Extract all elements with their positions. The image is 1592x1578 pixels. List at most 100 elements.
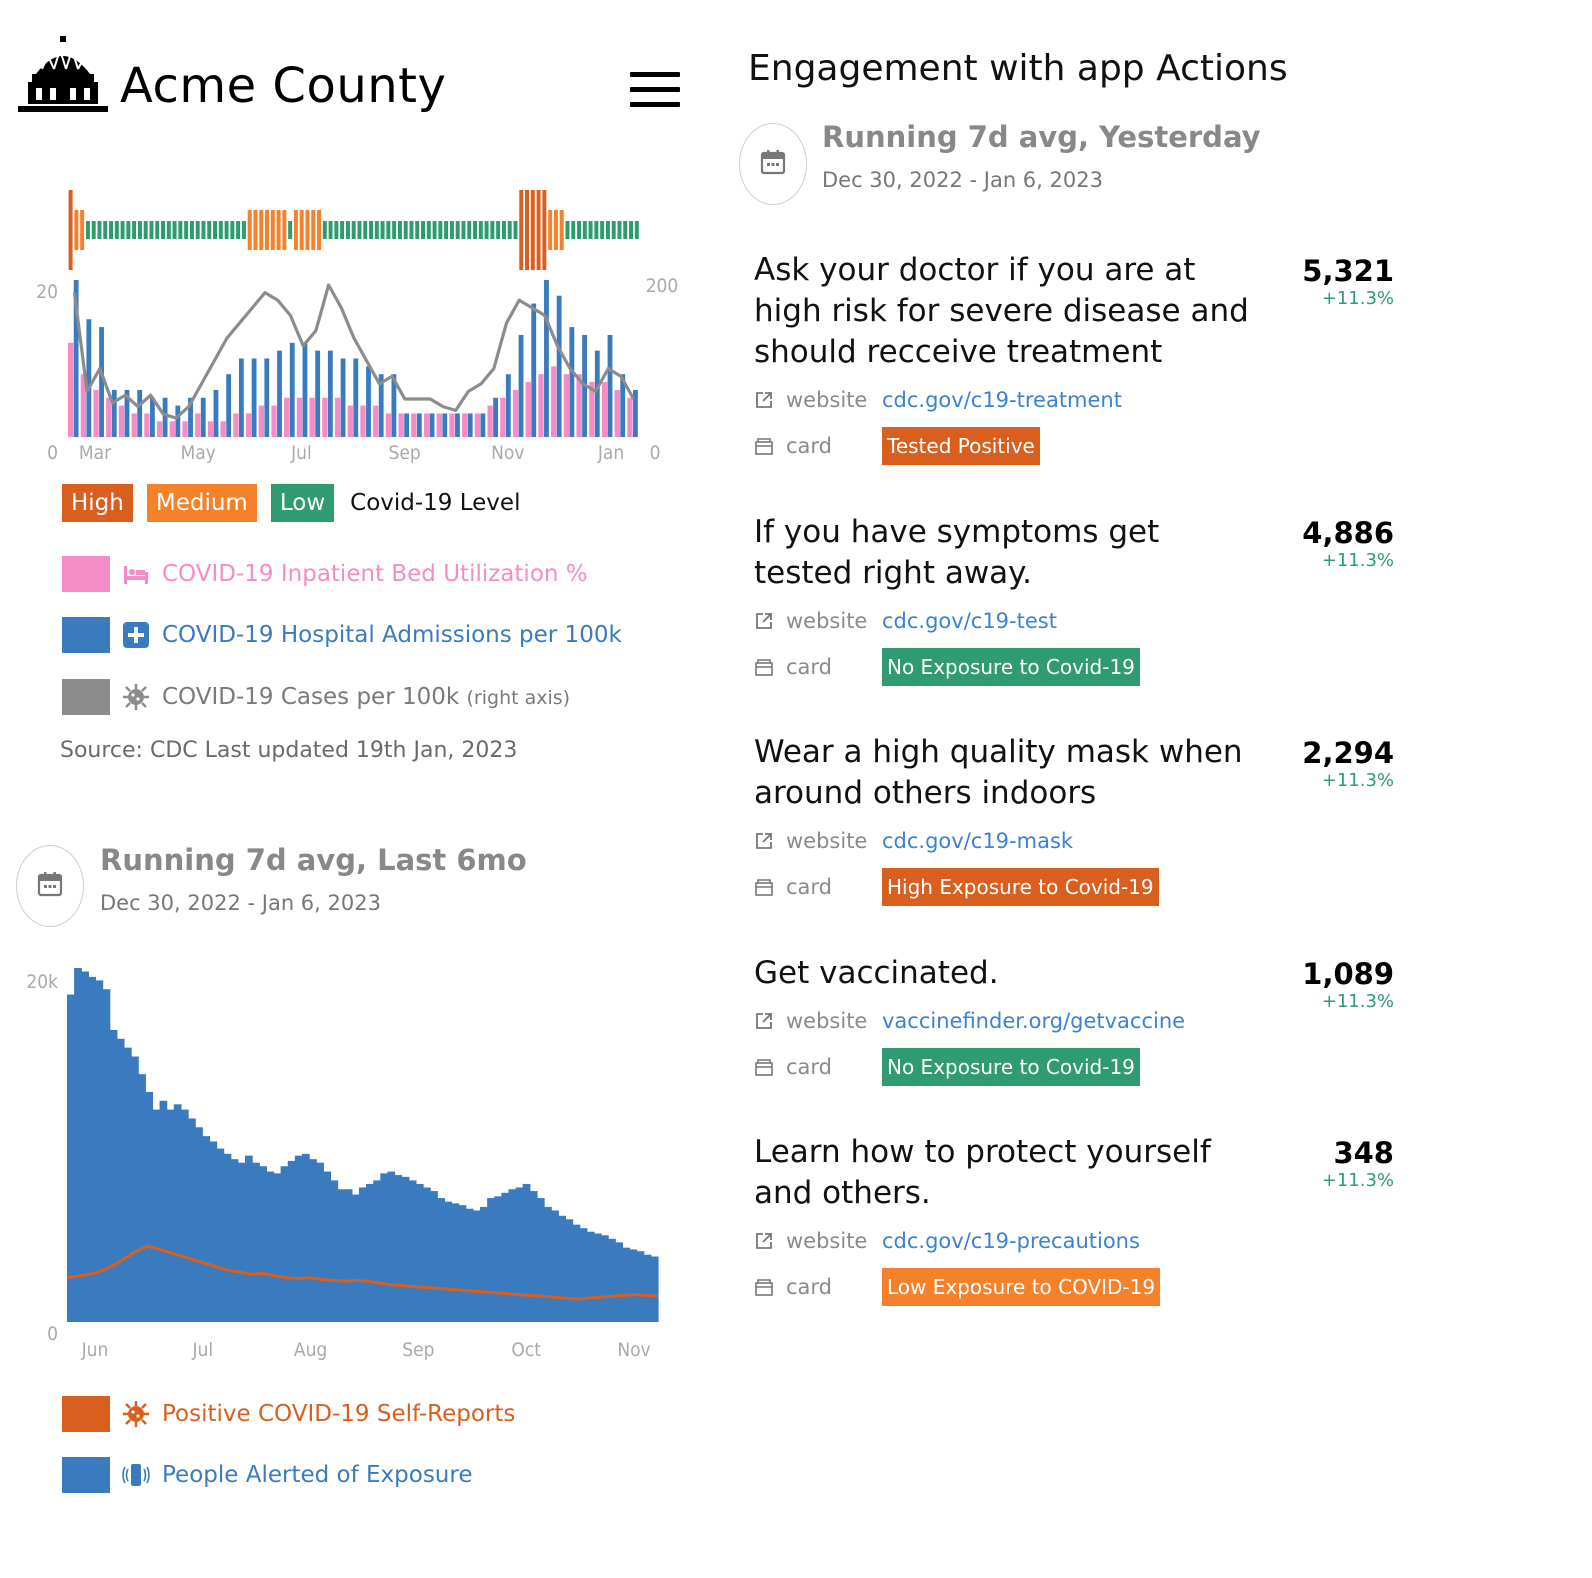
level-mark bbox=[392, 221, 397, 239]
alerted-bar bbox=[650, 1256, 659, 1322]
legend-low: Low bbox=[270, 484, 335, 522]
admissions-bar bbox=[213, 389, 219, 437]
admissions-bar bbox=[277, 350, 282, 437]
inpatient-bar bbox=[614, 389, 620, 437]
alerted-bar bbox=[330, 1180, 339, 1322]
level-mark bbox=[553, 210, 558, 250]
calendar-button[interactable] bbox=[16, 845, 84, 927]
website-link[interactable]: vaccinefinder.org/getvaccine bbox=[882, 1009, 1186, 1033]
alerted-bar bbox=[586, 1231, 595, 1322]
website-link[interactable]: cdc.gov/c19-test bbox=[882, 609, 1057, 633]
external-link-icon bbox=[754, 611, 774, 631]
level-mark bbox=[594, 221, 599, 239]
legend-alerted: People Alerted of Exposure bbox=[62, 1457, 473, 1493]
inpatient-bar bbox=[93, 389, 99, 437]
alerted-bar bbox=[366, 1183, 374, 1322]
alerted-bar bbox=[387, 1171, 396, 1322]
action-title: Learn how to protect yourself and others… bbox=[754, 1134, 1211, 1211]
card-icon bbox=[754, 1277, 774, 1297]
alerted-bar bbox=[316, 1162, 324, 1322]
inpatient-bar bbox=[487, 405, 493, 437]
inpatient-bar bbox=[309, 397, 315, 437]
cases-label: COVID-19 Cases per 100k (right axis) bbox=[162, 684, 570, 710]
card-label: card bbox=[786, 1275, 833, 1299]
x-tick: Sep bbox=[402, 1339, 434, 1360]
x-tick: Jan bbox=[597, 442, 624, 464]
action-title: Ask your doctor if you are at high risk … bbox=[754, 252, 1249, 370]
alerted-bar bbox=[451, 1203, 460, 1322]
action-count: 5,321 bbox=[1302, 254, 1394, 288]
y-tick: 20k bbox=[26, 971, 58, 993]
virus-icon bbox=[122, 683, 150, 711]
card-label: card bbox=[786, 1055, 833, 1079]
alerted-bar bbox=[188, 1118, 196, 1322]
inpatient-bar bbox=[525, 382, 531, 437]
inpatient-bar bbox=[512, 389, 519, 437]
cases-swatch bbox=[62, 679, 110, 715]
website-link[interactable]: cdc.gov/c19-treatment bbox=[882, 388, 1122, 412]
inpatient-bar bbox=[373, 405, 379, 437]
website-link[interactable]: cdc.gov/c19-mask bbox=[882, 829, 1074, 853]
level-mark bbox=[363, 221, 368, 239]
card-pill[interactable]: Low Exposure to COVID-19 bbox=[882, 1268, 1161, 1306]
level-mark bbox=[109, 221, 114, 239]
inpatient-bar bbox=[500, 397, 506, 437]
card-pill[interactable]: High Exposure to Covid-19 bbox=[882, 868, 1159, 906]
level-mark bbox=[369, 221, 374, 239]
level-mark bbox=[276, 210, 281, 250]
level-mark bbox=[444, 221, 449, 239]
card-pill[interactable]: Tested Positive bbox=[882, 427, 1040, 465]
inpatient-bar bbox=[182, 421, 188, 437]
level-mark bbox=[103, 221, 108, 239]
inpatient-bar bbox=[195, 413, 201, 437]
alerted-bar bbox=[88, 976, 97, 1322]
inpatient-bar bbox=[169, 421, 176, 437]
alerted-bar bbox=[180, 1109, 189, 1322]
admissions-bar bbox=[607, 334, 613, 437]
alerted-bar bbox=[501, 1192, 510, 1322]
level-mark bbox=[317, 210, 322, 250]
card-icon bbox=[754, 436, 774, 456]
alerted-bar bbox=[629, 1249, 638, 1322]
self-reports-swatch bbox=[62, 1396, 110, 1432]
admissions-bar bbox=[429, 413, 435, 437]
admissions-bar bbox=[416, 413, 422, 437]
action-count: 1,089 bbox=[1302, 957, 1394, 991]
alerted-bar bbox=[358, 1187, 367, 1322]
alerted-bar bbox=[622, 1247, 631, 1322]
level-mark bbox=[351, 221, 356, 239]
level-mark bbox=[455, 221, 460, 239]
medical-cross-icon bbox=[122, 621, 150, 649]
alerted-bar bbox=[593, 1233, 602, 1322]
legend-medium: Medium bbox=[146, 484, 257, 522]
admissions-bar bbox=[378, 374, 384, 437]
website-link[interactable]: cdc.gov/c19-precautions bbox=[882, 1229, 1140, 1253]
covid-level-legend: High Medium Low Covid-19 Level bbox=[62, 484, 520, 522]
hamburger-menu-icon[interactable] bbox=[630, 72, 680, 112]
x-tick: May bbox=[181, 442, 216, 464]
action-item: Ask your doctor if you are at high risk … bbox=[754, 250, 1394, 465]
alerted-bar bbox=[479, 1206, 488, 1322]
website-label: website bbox=[786, 1229, 868, 1253]
calendar-button[interactable] bbox=[739, 123, 807, 205]
alerted-bar bbox=[380, 1173, 389, 1322]
card-pill[interactable]: No Exposure to Covid-19 bbox=[882, 648, 1140, 686]
level-mark bbox=[270, 210, 275, 250]
admissions-bar bbox=[251, 358, 257, 437]
level-mark bbox=[74, 210, 79, 250]
admissions-bar bbox=[99, 327, 104, 437]
level-mark bbox=[617, 221, 622, 239]
virus-icon bbox=[122, 1400, 150, 1428]
alerted-bar bbox=[202, 1136, 211, 1322]
action-title: Wear a high quality mask when around oth… bbox=[754, 734, 1243, 811]
admissions-swatch bbox=[62, 617, 110, 653]
card-pill[interactable]: No Exposure to Covid-19 bbox=[882, 1048, 1140, 1086]
level-mark bbox=[184, 221, 189, 239]
level-mark bbox=[513, 221, 518, 239]
alerted-bar bbox=[522, 1183, 531, 1322]
website-row: website vaccinefinder.org/getvaccine bbox=[754, 1002, 1394, 1040]
y-right-tick: 200 bbox=[646, 275, 679, 297]
external-link-icon bbox=[754, 1231, 774, 1251]
admissions-bar bbox=[73, 280, 79, 437]
admissions-bar bbox=[620, 374, 626, 437]
